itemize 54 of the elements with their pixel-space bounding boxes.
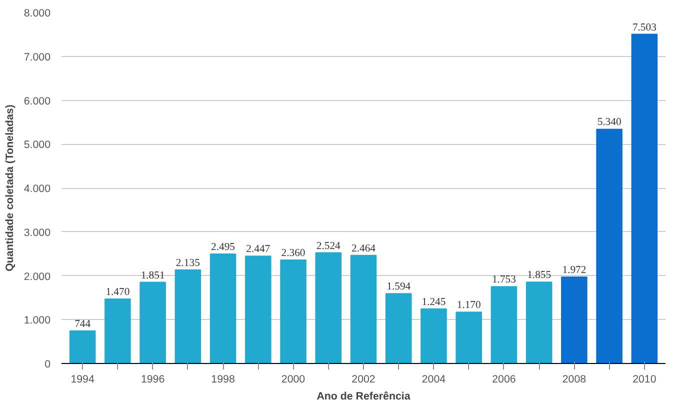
data-label: 1.470 — [106, 287, 130, 298]
data-label: 2.464 — [352, 243, 376, 254]
data-label: 2.495 — [211, 242, 236, 254]
x-tick-label: 2010 — [632, 374, 656, 386]
x-tick-label: 2008 — [562, 374, 586, 386]
y-tick-label: 6.000 — [24, 95, 51, 108]
x-tick-label: 2004 — [422, 374, 446, 386]
y-tick-label: 8.000 — [24, 8, 51, 20]
data-label: 2.524 — [316, 240, 342, 252]
x-axis-title: Ano de Referência — [316, 390, 410, 402]
y-tick-label: 4.000 — [24, 183, 51, 195]
data-label: 2.447 — [246, 244, 271, 256]
x-tick-label: 1998 — [211, 374, 235, 386]
x-tick-label: 1996 — [140, 374, 165, 386]
y-tick-label: 7.000 — [24, 51, 51, 64]
bar — [526, 282, 552, 364]
y-tick-label: 2.000 — [24, 270, 51, 283]
bar — [596, 128, 622, 364]
bar — [631, 34, 658, 364]
x-tick-label: 1994 — [70, 374, 94, 386]
y-tick-label: 3.000 — [24, 226, 51, 239]
bar — [280, 259, 306, 364]
bar — [69, 330, 96, 364]
data-label: 1.851 — [140, 270, 165, 282]
x-tick-label: 2000 — [281, 374, 306, 386]
bar — [315, 252, 342, 364]
data-label: 1.245 — [422, 296, 446, 308]
data-label: 1.855 — [527, 270, 552, 282]
data-label: 1.594 — [386, 282, 412, 293]
y-tick-label: 1.000 — [24, 314, 51, 327]
bar — [456, 312, 482, 364]
bar — [350, 254, 377, 364]
data-label: 2.135 — [176, 258, 200, 269]
data-label: 7.503 — [632, 22, 656, 34]
bar — [561, 276, 588, 364]
bar — [490, 286, 518, 364]
bar — [420, 308, 447, 364]
data-label: 1.753 — [492, 274, 516, 286]
y-tick-label: 0 — [44, 358, 51, 370]
bar — [174, 269, 202, 364]
x-tick-label: 2002 — [352, 374, 376, 386]
bar — [104, 298, 131, 364]
y-tick-label: 5.000 — [24, 139, 51, 152]
y-axis-title: Quantidade coletada (Toneladas) — [4, 104, 16, 272]
data-label: 5.340 — [597, 117, 622, 128]
bar — [245, 256, 272, 364]
bar — [140, 282, 166, 364]
bar — [385, 293, 412, 364]
data-label: 1.170 — [456, 300, 481, 312]
bar — [210, 254, 236, 364]
data-label: 1.972 — [562, 264, 586, 276]
data-label: 744 — [74, 318, 92, 330]
x-tick-label: 2006 — [492, 374, 516, 386]
data-label: 2.360 — [281, 248, 306, 259]
